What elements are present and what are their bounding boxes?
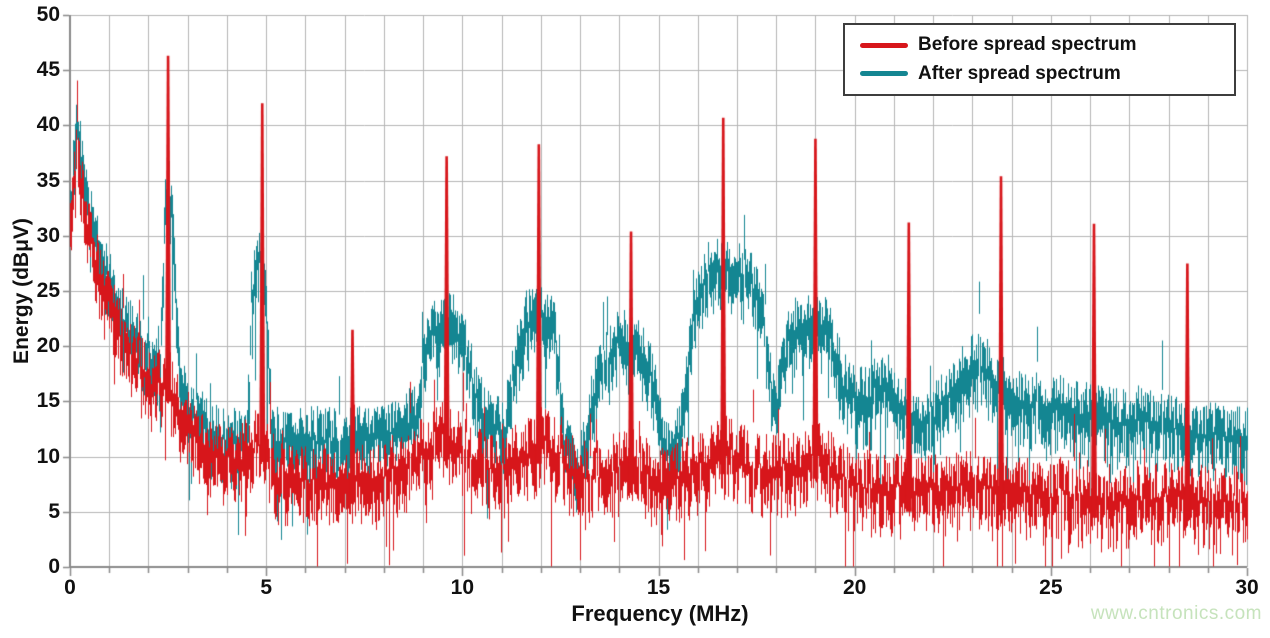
legend-item-before: Before spread spectrum [860, 34, 1234, 56]
y-tick-label: 15 [36, 389, 60, 413]
y-tick-label: 45 [36, 58, 60, 82]
legend-label-after: After spread spectrum [918, 62, 1121, 84]
y-axis-title: Energy (dBμV) [10, 218, 33, 364]
y-tick-label: 35 [36, 168, 60, 192]
y-tick-label: 10 [36, 444, 60, 468]
y-tick-label: 5 [48, 499, 60, 523]
x-tick-label: 5 [260, 576, 272, 599]
watermark: www.cntronics.com [1090, 603, 1262, 624]
y-tick-label: 20 [36, 334, 60, 358]
x-tick-label: 25 [1039, 576, 1063, 599]
y-tick-label: 40 [36, 113, 60, 137]
y-tick-label: 25 [36, 279, 60, 302]
x-tick-label: 30 [1235, 576, 1259, 599]
legend-line-sample-after [860, 71, 908, 77]
legend-item-after: After spread spectrum [860, 63, 1234, 85]
x-tick-label: 10 [450, 576, 474, 599]
x-tick-label: 15 [646, 576, 671, 599]
x-axis-title: Frequency (MHz) [571, 601, 749, 626]
y-tick-label: 0 [48, 555, 60, 578]
y-tick-label: 50 [36, 3, 60, 26]
x-tick-label: 0 [64, 576, 76, 599]
legend: Before spread spectrum After spread spec… [843, 23, 1236, 96]
legend-label-before: Before spread spectrum [918, 34, 1137, 56]
y-tick-label: 30 [36, 223, 60, 247]
x-tick-label: 20 [842, 576, 867, 599]
legend-line-sample-before [860, 42, 908, 48]
